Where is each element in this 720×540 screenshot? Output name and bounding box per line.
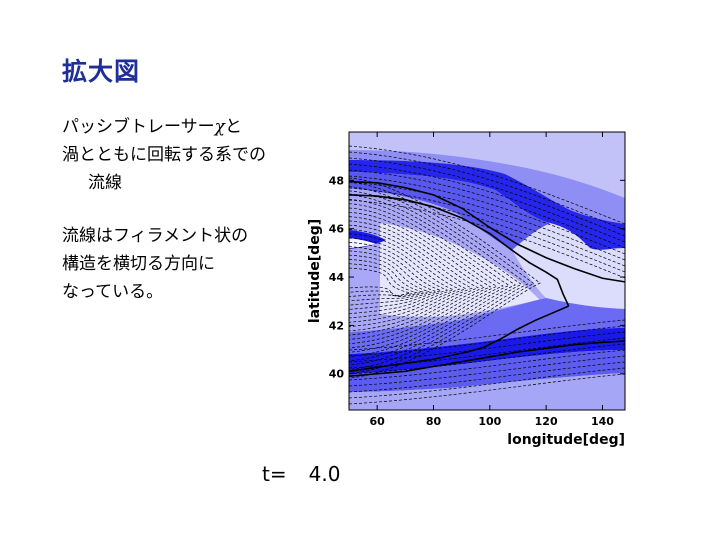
dashed-streamlines	[349, 145, 625, 405]
bold-streamline-3	[349, 180, 625, 283]
upper-band-pale	[349, 132, 625, 198]
description-line-1: パッシブトレーサーχと	[62, 113, 302, 141]
tick-labels: 60 80 100 120 140 40 42 44 46 48	[329, 174, 615, 428]
time-value: 4.0	[308, 462, 341, 486]
x-tick-label: 140	[591, 415, 614, 428]
time-label: t= 4.0	[262, 462, 340, 486]
y-tick-label: 44	[329, 271, 345, 284]
y-tick-label: 48	[329, 174, 344, 187]
x-tick-label: 120	[535, 415, 558, 428]
x-tick-label: 60	[370, 415, 386, 428]
bold-streamlines	[349, 180, 625, 377]
dashed-streamline	[349, 237, 455, 319]
lower-band-light	[349, 350, 625, 392]
dashed-streamline	[349, 211, 492, 345]
bold-streamline-2	[349, 305, 569, 373]
dashed-streamline	[349, 263, 418, 297]
description-line-1-text: パッシブトレーサー	[62, 117, 215, 137]
dashed-streamline	[349, 186, 529, 370]
lower-band-pale	[349, 373, 625, 410]
dashed-streamline	[349, 229, 467, 327]
tongue-pale	[349, 238, 376, 248]
slide-title: 拡大図	[62, 57, 141, 86]
dashed-streamline	[349, 254, 430, 302]
x-tick-label: 80	[426, 415, 442, 428]
time-label-prefix: t=	[262, 462, 287, 486]
contour-plot: 60 80 100 120 140 40 42 44 46 48 longitude[deg] l…	[307, 131, 626, 448]
explanation-block: 流線はフィラメント状の 構造を横切る方向に なっている。	[62, 222, 302, 306]
dashed-streamline	[349, 199, 510, 357]
bold-streamline-1	[349, 194, 570, 307]
chi-symbol: χ	[214, 117, 225, 137]
explanation-line-3: なっている。	[62, 282, 164, 302]
axis-ticks	[349, 132, 625, 410]
upper-band-light	[349, 150, 625, 224]
dashed-streamline	[349, 216, 486, 340]
explanation-line-1: 流線はフィラメント状の	[62, 226, 249, 246]
dashed-streamline	[349, 207, 498, 349]
x-axis-label: longitude[deg]	[507, 432, 625, 448]
dashed-streamline	[349, 259, 424, 298]
dashed-streamline	[349, 181, 535, 375]
upper-band-mid	[349, 172, 550, 250]
dashed-streamline	[349, 267, 411, 297]
description-block: パッシブトレーサーχと 渦とともに回転する系での 流線	[62, 113, 302, 197]
y-tick-label: 42	[329, 319, 344, 332]
dashed-streamline	[349, 194, 516, 362]
dashed-streamline	[349, 224, 473, 332]
plot-frame	[348, 131, 626, 411]
dashed-streamline	[349, 241, 449, 315]
dashed-streamline	[349, 246, 443, 310]
y-tick-label: 40	[329, 368, 345, 381]
dashed-streamline	[349, 190, 523, 366]
dashed-streamline	[349, 177, 541, 379]
y-tick-label: 46	[329, 223, 345, 236]
description-line-2: 渦とともに回転する系での	[62, 145, 266, 165]
plot-area	[349, 132, 625, 410]
lower-band-dark	[349, 328, 625, 374]
upper-band-dark	[349, 160, 625, 250]
dashed-streamline	[349, 250, 436, 306]
core-band-pale	[380, 223, 540, 317]
x-tick-label: 100	[478, 415, 501, 428]
dashed-streamline	[349, 203, 504, 353]
bold-streamline-4	[349, 340, 625, 377]
dashed-streamline	[349, 233, 461, 323]
description-line-1-end: と	[224, 117, 242, 137]
explanation-line-2: 構造を横切る方向に	[62, 254, 215, 274]
dashed-streamline	[349, 220, 479, 336]
description-line-3: 流線	[88, 173, 122, 193]
y-axis-label: latitude[deg]	[307, 219, 323, 323]
